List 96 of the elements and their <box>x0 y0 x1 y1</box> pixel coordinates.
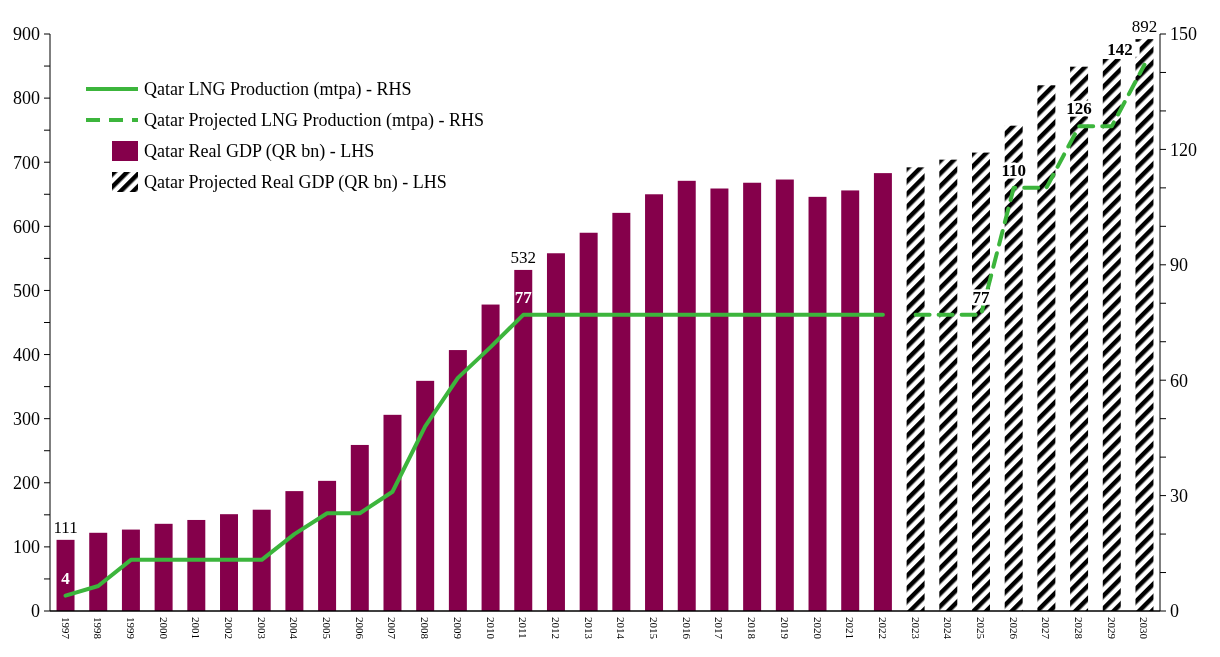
x-tick-label: 2029 <box>1105 617 1118 640</box>
bar <box>710 188 729 611</box>
x-tick-label: 2009 <box>451 617 464 640</box>
bar <box>383 414 402 611</box>
x-tick-label: 2019 <box>778 617 791 640</box>
x-tick-label: 2028 <box>1073 617 1086 640</box>
bar <box>318 480 337 611</box>
x-tick-label: 2022 <box>876 617 889 639</box>
x-tick-label: 2007 <box>386 617 399 640</box>
y-tick-label: 500 <box>13 280 40 301</box>
y-tick-label: 900 <box>13 24 40 45</box>
x-tick-label: 2018 <box>746 617 759 640</box>
y-tick-label: 100 <box>13 537 40 558</box>
bar <box>808 196 827 611</box>
bar <box>546 253 565 611</box>
bar <box>873 173 892 611</box>
bar <box>220 514 238 611</box>
x-tick-label: 2005 <box>321 617 334 640</box>
legend-label: Qatar LNG Production (mtpa) - RHS <box>144 79 412 101</box>
y2-tick-label: 30 <box>1170 485 1188 506</box>
x-tick-label: 2013 <box>582 617 595 640</box>
bar <box>285 491 304 611</box>
y-tick-label: 800 <box>13 88 40 109</box>
x-tick-label: 2004 <box>288 617 301 640</box>
data-label: 142 <box>1107 39 1133 59</box>
bar <box>645 194 664 611</box>
bar <box>972 152 990 611</box>
data-label: 892 <box>1131 17 1158 37</box>
x-tick-label: 2026 <box>1007 617 1020 640</box>
x-tick-label: 2030 <box>1138 617 1151 640</box>
bar <box>743 182 762 611</box>
x-tick-label: 2006 <box>353 617 366 640</box>
x-tick-label: 2021 <box>844 617 857 639</box>
data-label: 532 <box>510 247 537 267</box>
data-label: 4 <box>61 568 71 588</box>
bar <box>579 232 598 611</box>
y2-tick-label: 90 <box>1170 255 1188 276</box>
x-tick-label: 1998 <box>92 617 105 640</box>
line-series <box>913 62 1147 317</box>
data-label: 77 <box>972 287 990 307</box>
bar <box>481 304 500 611</box>
y2-tick-label: 60 <box>1170 370 1188 391</box>
x-tick-label: 2008 <box>419 617 432 640</box>
x-tick-label: 2027 <box>1040 617 1053 640</box>
bar <box>841 190 860 611</box>
bar <box>939 159 958 611</box>
y2-tick-label: 0 <box>1170 601 1179 622</box>
x-tick-label: 1999 <box>124 617 137 640</box>
y-tick-label: 400 <box>13 344 40 365</box>
x-tick-label: 2017 <box>713 617 726 640</box>
x-tick-label: 2001 <box>190 617 203 639</box>
data-label: 110 <box>1001 160 1026 180</box>
bar <box>89 532 108 611</box>
y-tick-label: 200 <box>13 473 40 494</box>
bar <box>1135 39 1154 611</box>
data-label: 77 <box>514 287 533 307</box>
bar <box>56 539 75 611</box>
legend-label: Qatar Projected LNG Production (mtpa) - RHS <box>144 110 484 132</box>
x-tick-label: 2000 <box>157 617 170 640</box>
x-tick-label: 2003 <box>255 617 268 640</box>
bar <box>677 180 696 611</box>
x-tick-label: 2014 <box>615 617 628 640</box>
x-tick-label: 2023 <box>909 617 922 640</box>
y-tick-label: 600 <box>13 216 40 237</box>
legend-label: Qatar Projected Real GDP (QR bn) - LHS <box>144 172 447 194</box>
data-label: 111 <box>53 517 78 537</box>
bar <box>1037 85 1056 611</box>
bar <box>906 167 925 611</box>
bar <box>416 380 435 611</box>
x-tick-label: 2016 <box>680 617 693 640</box>
y2-tick-label: 120 <box>1170 139 1197 160</box>
bar <box>1102 59 1121 611</box>
bar <box>448 350 467 611</box>
y2-tick-label: 150 <box>1170 24 1197 45</box>
x-tick-label: 2024 <box>942 617 955 640</box>
bar <box>350 444 369 611</box>
y-tick-label: 300 <box>13 408 40 429</box>
x-tick-label: 2015 <box>648 617 661 640</box>
data-label: 126 <box>1066 99 1092 119</box>
x-tick-label: 2002 <box>223 617 236 639</box>
x-tick-label: 2010 <box>484 617 497 640</box>
x-tick-label: 2025 <box>974 617 987 640</box>
y-tick-label: 700 <box>13 152 40 173</box>
bar <box>514 269 533 611</box>
legend-label: Qatar Real GDP (QR bn) - LHS <box>144 141 375 163</box>
x-tick-label: 2020 <box>811 617 824 640</box>
x-tick-label: 2011 <box>517 617 530 639</box>
x-tick-label: 2012 <box>549 617 562 639</box>
y-tick-label: 0 <box>31 601 40 622</box>
bar <box>154 523 173 611</box>
bar <box>612 212 631 611</box>
bar <box>121 529 140 611</box>
x-tick-label: 1997 <box>59 617 72 640</box>
bar <box>187 519 206 611</box>
bar <box>775 179 794 611</box>
bar <box>252 509 271 611</box>
